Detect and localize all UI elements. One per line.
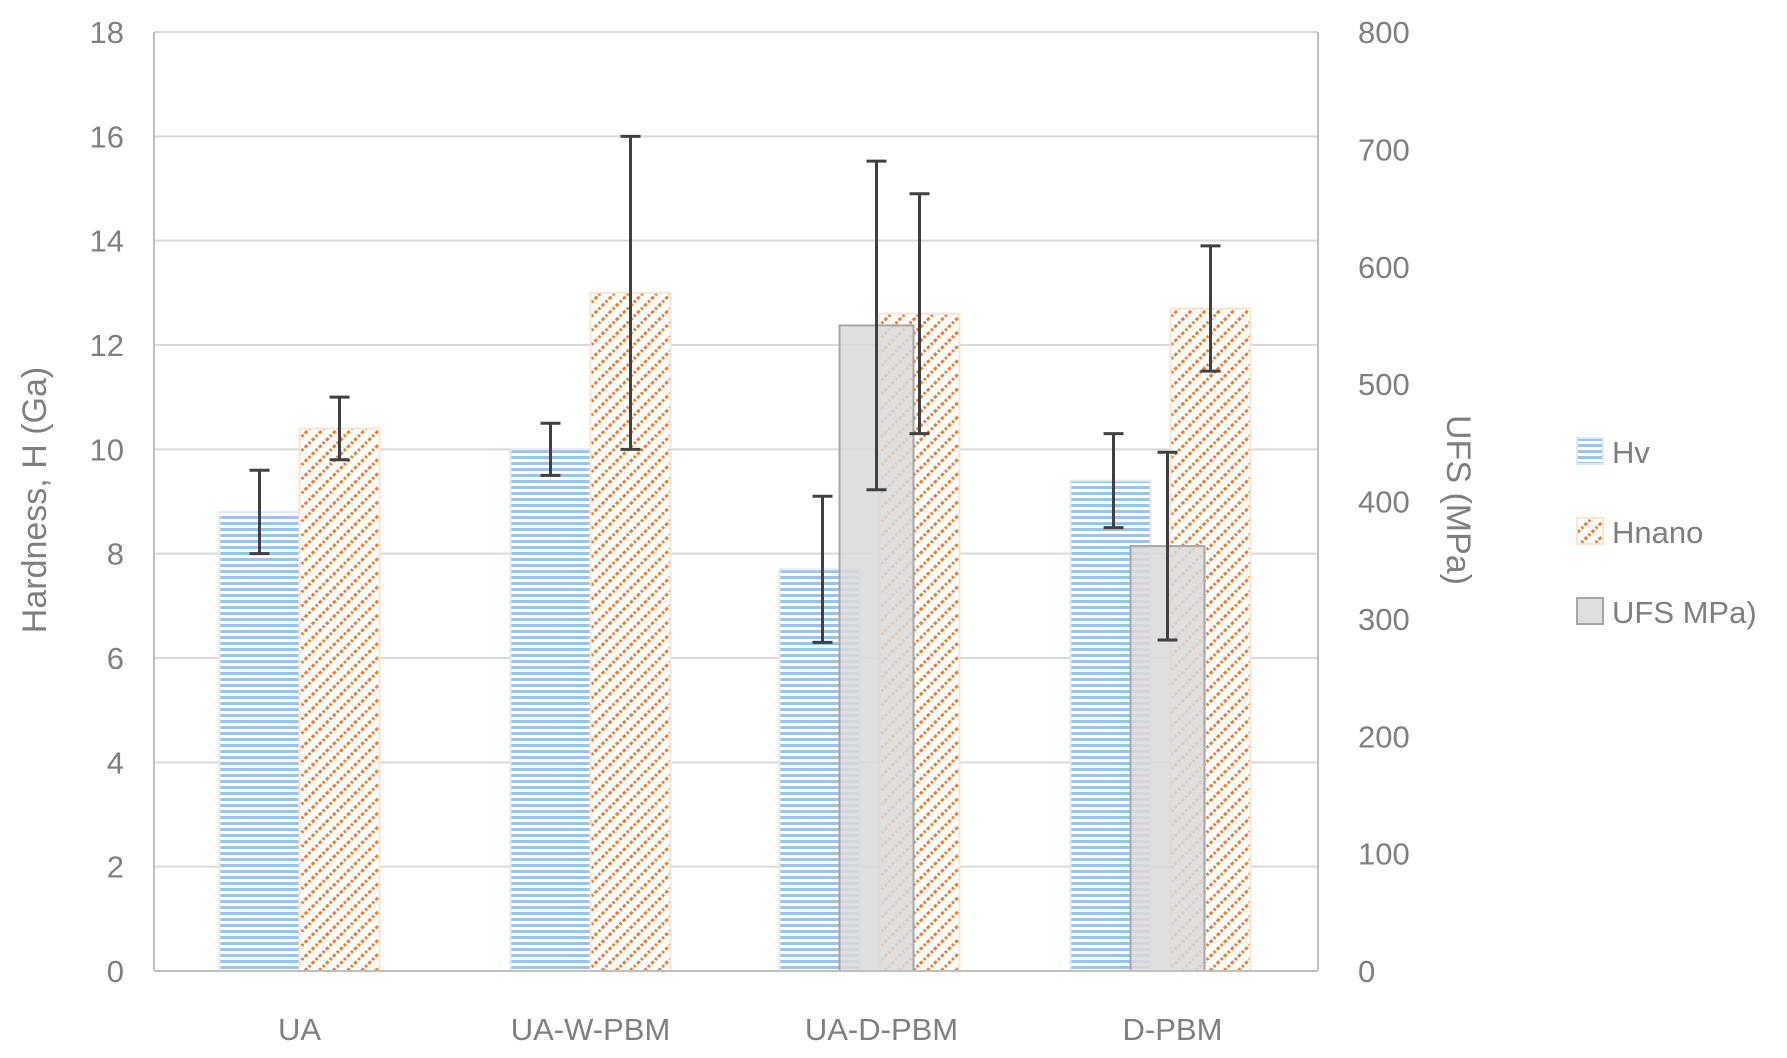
y2-tick-label: 300 (1358, 602, 1410, 637)
y-tick-label: 18 (90, 15, 124, 50)
bars (218, 291, 1252, 973)
y-tick-label: 14 (90, 224, 124, 259)
legend-label-2: UFS MPa) (1612, 595, 1757, 630)
y2-tick-label: 800 (1358, 15, 1410, 50)
y2-tick-label: 100 (1358, 837, 1410, 872)
category-labels: UA UA-W-PBM UA-D-PBM D-PBM (278, 1012, 1222, 1047)
y-tick-label: 0 (107, 954, 124, 989)
legend-swatch-1 (1576, 517, 1604, 545)
y-tick-label: 16 (90, 119, 124, 154)
y2-tick-label: 400 (1358, 485, 1410, 520)
bar-hnano (298, 427, 381, 972)
category-label: UA-W-PBM (511, 1012, 671, 1047)
y-tick-label: 6 (107, 641, 124, 676)
legend-label-1: Hnano (1612, 515, 1703, 550)
y2-tick-label: 500 (1358, 367, 1410, 402)
y-tick-label: 10 (90, 432, 124, 467)
error-bar-hnano (1200, 244, 1221, 373)
y2-tick-label: 700 (1358, 132, 1410, 167)
error-bar-hv (812, 494, 833, 644)
y-tick-label: 12 (90, 328, 124, 363)
error-bar-hnano (909, 192, 930, 436)
legend-swatch-0 (1576, 437, 1604, 465)
y-tick-label: 8 (107, 537, 124, 572)
bar-hv (218, 510, 301, 972)
y2-tick-label: 600 (1358, 250, 1410, 285)
error-bar-hnano (329, 395, 350, 462)
y2-axis-title: UFS (MPa) (1439, 415, 1477, 585)
legend: Hv Hnano UFS MPa) (1576, 435, 1757, 630)
error-bars (249, 134, 1221, 644)
y2-tick-label: 200 (1358, 719, 1410, 754)
y-tick-label: 4 (107, 745, 124, 780)
legend-label-0: Hv (1612, 435, 1650, 470)
bar-hv (509, 448, 592, 973)
legend-swatch-2 (1576, 597, 1604, 625)
category-label: UA (278, 1012, 321, 1047)
y2-tick-label: 0 (1358, 954, 1375, 989)
error-bar-hv (540, 421, 561, 477)
category-label: D-PBM (1123, 1012, 1223, 1047)
error-bar-ufs (1157, 450, 1178, 642)
y-axis-title: Hardness, H (Ga) (16, 367, 54, 633)
axes (153, 32, 1319, 972)
tick-labels: 0 2 4 6 8 10 12 14 16 18 0 100 200 300 400 500 600 700 800 (90, 15, 1410, 989)
error-bar-hv (1103, 432, 1124, 530)
error-bar-ufs (866, 159, 887, 492)
error-bar-hnano (620, 134, 641, 451)
error-bar-hv (249, 468, 270, 556)
y-tick-label: 2 (107, 850, 124, 885)
category-label: UA-D-PBM (805, 1012, 958, 1047)
